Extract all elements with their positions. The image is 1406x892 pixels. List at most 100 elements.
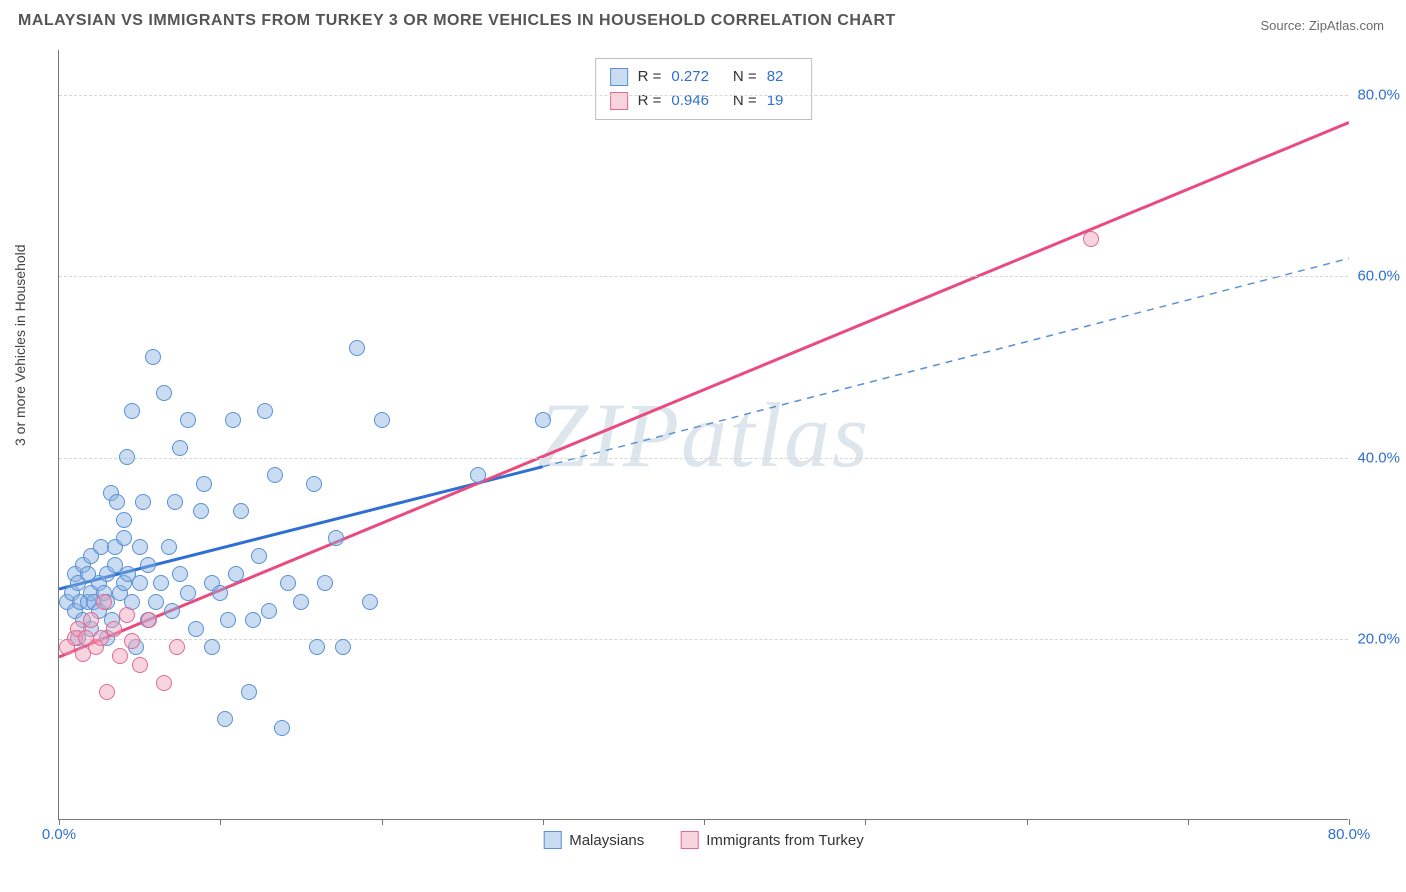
legend-label-turkey: Immigrants from Turkey [706,832,864,849]
x-tick [1188,819,1189,825]
scatter-point-malaysians [132,539,148,555]
gridline [59,639,1348,640]
x-tick [382,819,383,825]
scatter-plot: ZIPatlas R = 0.272 N = 82 R = 0.946 N = … [58,50,1348,820]
x-tick-label: 80.0% [1328,826,1371,843]
swatch-malaysians [543,831,561,849]
y-axis-label: 3 or more Vehicles in Household [12,244,28,446]
scatter-point-malaysians [212,585,228,601]
scatter-point-malaysians [374,412,390,428]
scatter-point-malaysians [132,575,148,591]
scatter-point-malaysians [188,621,204,637]
scatter-point-malaysians [274,720,290,736]
scatter-point-malaysians [180,412,196,428]
scatter-point-malaysians [172,440,188,456]
scatter-point-malaysians [306,476,322,492]
scatter-point-malaysians [309,639,325,655]
swatch-turkey [680,831,698,849]
source-label: Source: ZipAtlas.com [1260,18,1384,33]
legend-label-malaysians: Malaysians [569,832,644,849]
scatter-point-turkey [1083,231,1099,247]
r-value-turkey: 0.946 [671,89,709,113]
x-tick [1349,819,1350,825]
x-tick [1027,819,1028,825]
scatter-point-malaysians [193,503,209,519]
x-tick-label: 0.0% [42,826,76,843]
scatter-point-turkey [112,648,128,664]
scatter-point-malaysians [335,639,351,655]
x-tick [59,819,60,825]
scatter-point-malaysians [140,557,156,573]
scatter-point-malaysians [241,684,257,700]
x-tick [543,819,544,825]
scatter-point-malaysians [217,711,233,727]
scatter-point-turkey [83,612,99,628]
scatter-point-malaysians [116,530,132,546]
gridline [59,95,1348,96]
trend-lines [59,50,1349,820]
legend-item-turkey: Immigrants from Turkey [680,831,864,849]
scatter-point-malaysians [470,467,486,483]
scatter-point-malaysians [280,575,296,591]
scatter-point-malaysians [153,575,169,591]
scatter-point-malaysians [196,476,212,492]
y-tick-label: 40.0% [1357,449,1400,466]
scatter-point-malaysians [267,467,283,483]
n-label: N = [733,89,757,113]
n-value-malaysians: 82 [767,65,784,89]
scatter-point-malaysians [116,512,132,528]
scatter-point-turkey [169,639,185,655]
n-value-turkey: 19 [767,89,784,113]
scatter-point-turkey [99,684,115,700]
scatter-point-malaysians [164,603,180,619]
gridline [59,458,1348,459]
y-tick-label: 60.0% [1357,268,1400,285]
scatter-point-turkey [141,612,157,628]
scatter-point-malaysians [148,594,164,610]
correlation-legend-box: R = 0.272 N = 82 R = 0.946 N = 19 [595,58,813,120]
scatter-point-turkey [96,594,112,610]
scatter-point-malaysians [251,548,267,564]
x-tick [704,819,705,825]
y-tick-label: 80.0% [1357,87,1400,104]
scatter-point-malaysians [119,449,135,465]
chart-title: MALAYSIAN VS IMMIGRANTS FROM TURKEY 3 OR… [18,12,1388,30]
r-label: R = [638,89,662,113]
x-tick [220,819,221,825]
scatter-point-malaysians [167,494,183,510]
scatter-point-malaysians [535,412,551,428]
scatter-point-malaysians [220,612,236,628]
n-label: N = [733,65,757,89]
scatter-point-malaysians [204,639,220,655]
scatter-point-malaysians [293,594,309,610]
scatter-point-turkey [124,633,140,649]
legend-item-malaysians: Malaysians [543,831,644,849]
gridline [59,276,1348,277]
watermark: ZIPatlas [537,382,870,488]
r-value-malaysians: 0.272 [671,65,709,89]
y-tick-label: 20.0% [1357,630,1400,647]
correlation-row-turkey: R = 0.946 N = 19 [610,89,798,113]
scatter-point-malaysians [124,403,140,419]
scatter-point-malaysians [317,575,333,591]
scatter-point-malaysians [233,503,249,519]
scatter-point-malaysians [135,494,151,510]
r-label: R = [638,65,662,89]
scatter-point-malaysians [156,385,172,401]
scatter-point-turkey [106,621,122,637]
scatter-point-malaysians [349,340,365,356]
scatter-point-malaysians [245,612,261,628]
x-tick [865,819,866,825]
scatter-point-turkey [119,607,135,623]
series-legend: Malaysians Immigrants from Turkey [543,831,864,849]
scatter-point-malaysians [109,494,125,510]
correlation-row-malaysians: R = 0.272 N = 82 [610,65,798,89]
scatter-point-malaysians [362,594,378,610]
scatter-point-malaysians [161,539,177,555]
scatter-point-malaysians [180,585,196,601]
scatter-point-malaysians [225,412,241,428]
scatter-point-malaysians [228,566,244,582]
scatter-point-malaysians [261,603,277,619]
scatter-point-turkey [156,675,172,691]
scatter-point-malaysians [257,403,273,419]
